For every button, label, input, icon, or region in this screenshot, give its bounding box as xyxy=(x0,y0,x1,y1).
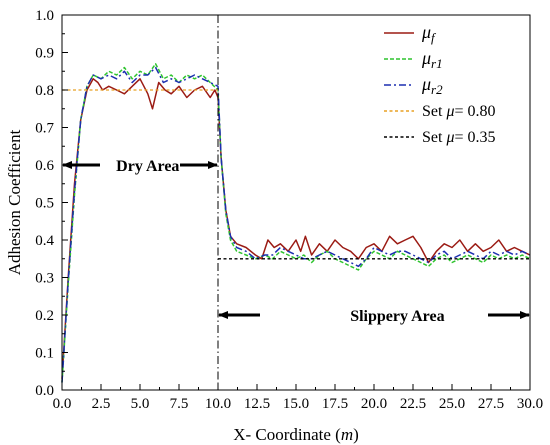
x-axis-label: X- Coordinate (m) xyxy=(233,425,359,444)
x-tick-label: 10.0 xyxy=(205,396,231,412)
x-tick-label: 27.5 xyxy=(478,396,504,412)
x-tick-label: 22.5 xyxy=(400,396,426,412)
y-tick-label: 0.4 xyxy=(35,233,54,249)
y-tick-label: 0.2 xyxy=(35,308,54,324)
slippery-area-annotation: Slippery Area xyxy=(218,308,530,325)
y-tick-label: 0.7 xyxy=(35,121,54,137)
x-tick-label: 5.0 xyxy=(131,396,150,412)
y-tick-label: 0.9 xyxy=(35,46,54,62)
x-tick-label: 25.0 xyxy=(439,396,465,412)
legend-label-0: μf xyxy=(421,22,437,45)
x-tick-label: 7.5 xyxy=(170,396,189,412)
legend-label-4: Set μ= 0.35 xyxy=(422,129,496,146)
x-tick-label: 20.0 xyxy=(361,396,387,412)
x-tick-label: 12.5 xyxy=(244,396,270,412)
legend: μf μr1 μr2 Set μ= 0.80 Set μ= 0.35 xyxy=(384,22,496,146)
x-tick-label: 17.5 xyxy=(322,396,348,412)
series-line-0 xyxy=(61,78,531,379)
x-tick-label: 2.5 xyxy=(92,396,111,412)
slippery-area-label: Slippery Area xyxy=(350,308,444,325)
y-tick-label: 0.5 xyxy=(35,196,54,212)
x-tick-label: 0.0 xyxy=(53,396,72,412)
annotations-layer: Dry Area Slippery Area xyxy=(62,158,530,325)
x-tick-label: 30.0 xyxy=(517,396,543,412)
dry-area-label: Dry Area xyxy=(116,158,179,175)
x-axis-label-text: X- Coordinate xyxy=(233,425,331,444)
y-tick-label: 0.0 xyxy=(35,383,54,399)
series-layer xyxy=(61,63,531,383)
reference-lines xyxy=(62,89,530,260)
series-line-1 xyxy=(61,63,531,383)
y-axis-ticks: 0.0 0.1 0.2 0.3 0.4 0.5 0.6 0.7 0.8 0.9 1.0 xyxy=(35,8,68,399)
x-axis-ticks: 0.0 2.5 5.0 7.5 10.0 12.5 15.0 17.5 20.0 22.5 25.0… xyxy=(53,384,543,412)
y-tick-label: 0.6 xyxy=(35,158,54,174)
series-line-2 xyxy=(61,66,531,383)
y-tick-label: 0.8 xyxy=(35,83,54,99)
plot-frame xyxy=(61,14,531,391)
legend-label-3: Set μ= 0.80 xyxy=(422,103,496,120)
legend-label-1: μr1 xyxy=(421,48,443,71)
y-tick-label: 0.1 xyxy=(35,346,54,362)
y-tick-label: 1.0 xyxy=(35,8,54,24)
y-tick-label: 0.3 xyxy=(35,271,54,287)
x-axis-unit: m xyxy=(341,425,353,444)
dry-area-annotation: Dry Area xyxy=(62,158,218,175)
x-tick-label: 15.0 xyxy=(283,396,309,412)
y-axis-label: Adhesion Coefficient xyxy=(5,129,24,275)
legend-label-2: μr2 xyxy=(421,74,443,97)
